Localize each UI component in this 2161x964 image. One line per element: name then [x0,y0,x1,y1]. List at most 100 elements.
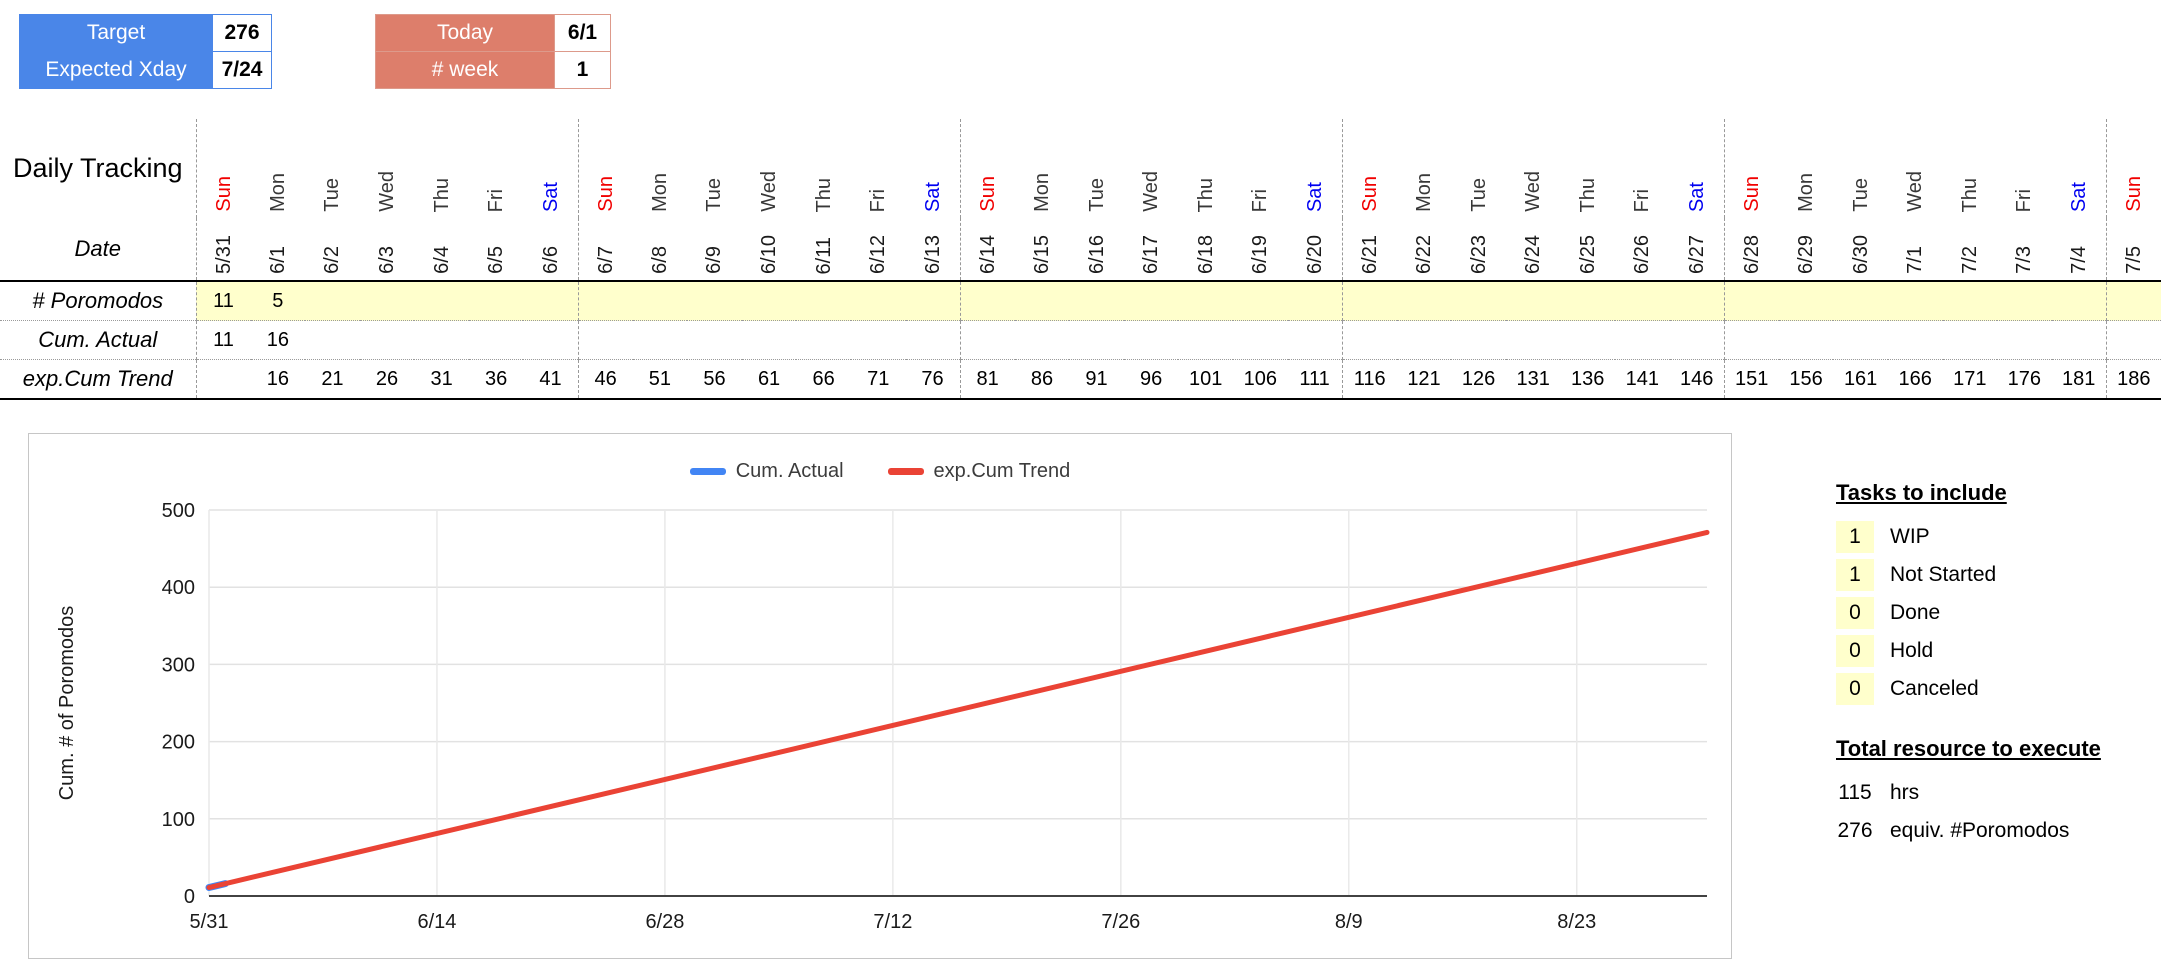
date-header-cell: 6/6 [523,218,579,282]
poromodos-cell[interactable] [1178,281,1233,321]
poromodos-cell[interactable] [414,281,469,321]
poromodos-cell[interactable] [1232,281,1288,321]
trend-cell: 51 [632,359,688,400]
resource-unit-label: equiv. #Poromodos [1890,819,2070,842]
y-tick-label: 0 [184,886,195,908]
date-header-cell: 6/24 [1505,218,1561,282]
cum-actual-cell [578,320,633,360]
task-count-cell[interactable]: 1 [1836,559,1874,591]
weekday-header-cell: Fri [851,119,906,218]
poromodos-cell[interactable] [905,281,961,321]
weekday-text: Thu [812,177,835,212]
task-count-cell[interactable]: 0 [1836,673,1874,705]
date-header-cell: 6/22 [1396,218,1452,282]
weekday-text: Mon [266,173,289,212]
date-header-cell: 6/4 [414,218,469,282]
date-text: 6/6 [539,246,562,274]
task-count-cell[interactable]: 1 [1836,521,1874,553]
weekday-text: Mon [1413,173,1435,212]
legend-item: exp.Cum Trend [887,460,1070,483]
trend-cell: 16 [250,359,306,400]
poromodos-row: # Poromodos 11 5 [0,281,2161,321]
poromodos-cell[interactable] [1724,281,1779,321]
x-tick-label: 6/14 [417,911,456,933]
date-header-cell: 6/7 [578,218,633,282]
poromodos-cell[interactable] [1833,281,1888,321]
task-item: 1 WIP [1836,518,2101,556]
weekday-text: Wed [1522,171,1545,212]
poromodos-cell[interactable] [468,281,524,321]
cum-actual-cell [414,320,469,360]
weekday-text: Thu [1194,177,1217,212]
poromodos-cell[interactable] [1778,281,1834,321]
resource-list: 115 hrs 276 equiv. #Poromodos [1836,774,2101,850]
weekday-header-cell: Tue [1451,119,1506,218]
date-header-cell: 6/28 [1724,218,1779,282]
poromodos-cell[interactable] [2106,281,2161,321]
poromodos-cell[interactable] [359,281,415,321]
target-value-cell[interactable]: 276 [212,14,272,52]
series-line-exp-cum-trend [206,529,1710,891]
poromodos-cell[interactable] [1887,281,1943,321]
poromodos-cell[interactable] [1505,281,1561,321]
poromodos-cell[interactable] [2051,281,2107,321]
poromodos-cell[interactable]: 11 [196,281,251,321]
poromodos-cell[interactable] [1560,281,1616,321]
poromodos-cell[interactable] [632,281,688,321]
weekday-text: Wed [758,171,781,212]
weekday-header-cell: Sat [1287,119,1343,218]
weekday-text: Mon [648,173,671,212]
weekday-text: Tue [1085,178,1108,212]
poromodos-cell[interactable] [1069,281,1124,321]
weekday-text: Mon [1795,173,1818,212]
poromodos-cell[interactable] [578,281,633,321]
weekday-text: Tue [1467,178,1490,212]
poromodos-cell[interactable] [1396,281,1452,321]
date-text: 6/15 [1030,235,1053,274]
y-tick-label: 100 [162,809,195,831]
resource-value: 115 [1838,781,1872,804]
poromodos-cell[interactable] [1451,281,1506,321]
poromodos-cell[interactable] [305,281,360,321]
date-header-cell: 5/31 [196,218,251,282]
weekday-header-cell: Thu [414,119,469,218]
cum-actual-row-label: Cum. Actual [0,320,197,360]
poromodos-cell[interactable] [796,281,851,321]
poromodos-cell[interactable] [741,281,797,321]
today-value-cell[interactable]: 6/1 [554,14,611,52]
weekday-text: Sat [539,181,562,212]
task-status-label: Done [1890,601,1941,624]
poromodos-cell[interactable] [1615,281,1670,321]
cum-actual-row: Cum. Actual 11 16 [0,320,2161,360]
task-count-cell[interactable]: 0 [1836,597,1874,629]
poromodos-cell[interactable] [523,281,579,321]
trend-cell: 161 [1833,359,1888,400]
date-header-cell: 6/10 [741,218,797,282]
weekday-text: Fri [1631,188,1654,212]
poromodos-cell[interactable] [687,281,742,321]
poromodos-cell[interactable] [1997,281,2052,321]
date-header-cell: 6/1 [250,218,306,282]
poromodos-cell[interactable] [1342,281,1397,321]
poromodos-cell[interactable] [1123,281,1179,321]
weekday-header-cell: Mon [251,119,306,218]
poromodos-cell[interactable] [1287,281,1343,321]
poromodos-cell[interactable] [960,281,1015,321]
poromodos-cell[interactable] [1942,281,1998,321]
weekday-header-cell: Tue [1069,119,1124,218]
poromodos-cell[interactable] [1669,281,1725,321]
task-item: 1 Not Started [1836,556,2101,594]
cum-actual-cell [1778,320,1834,360]
cum-actual-cell [741,320,797,360]
poromodos-cell[interactable] [850,281,906,321]
poromodos-cell[interactable]: 5 [250,281,306,321]
cum-actual-cell [1014,320,1070,360]
date-text: 7/2 [1958,246,1981,274]
trend-cell: 176 [1997,359,2052,400]
date-header-row: Date 5/31 6/1 6/2 6/3 6/4 6/5 6/6 6/7 6/8 6/9 6/10… [0,218,2161,282]
cum-actual-cell [523,320,579,360]
trend-cell: 76 [905,359,961,400]
poromodos-cell[interactable] [1014,281,1070,321]
task-count-cell[interactable]: 0 [1836,635,1874,667]
date-header-cell: 7/5 [2106,218,2161,282]
